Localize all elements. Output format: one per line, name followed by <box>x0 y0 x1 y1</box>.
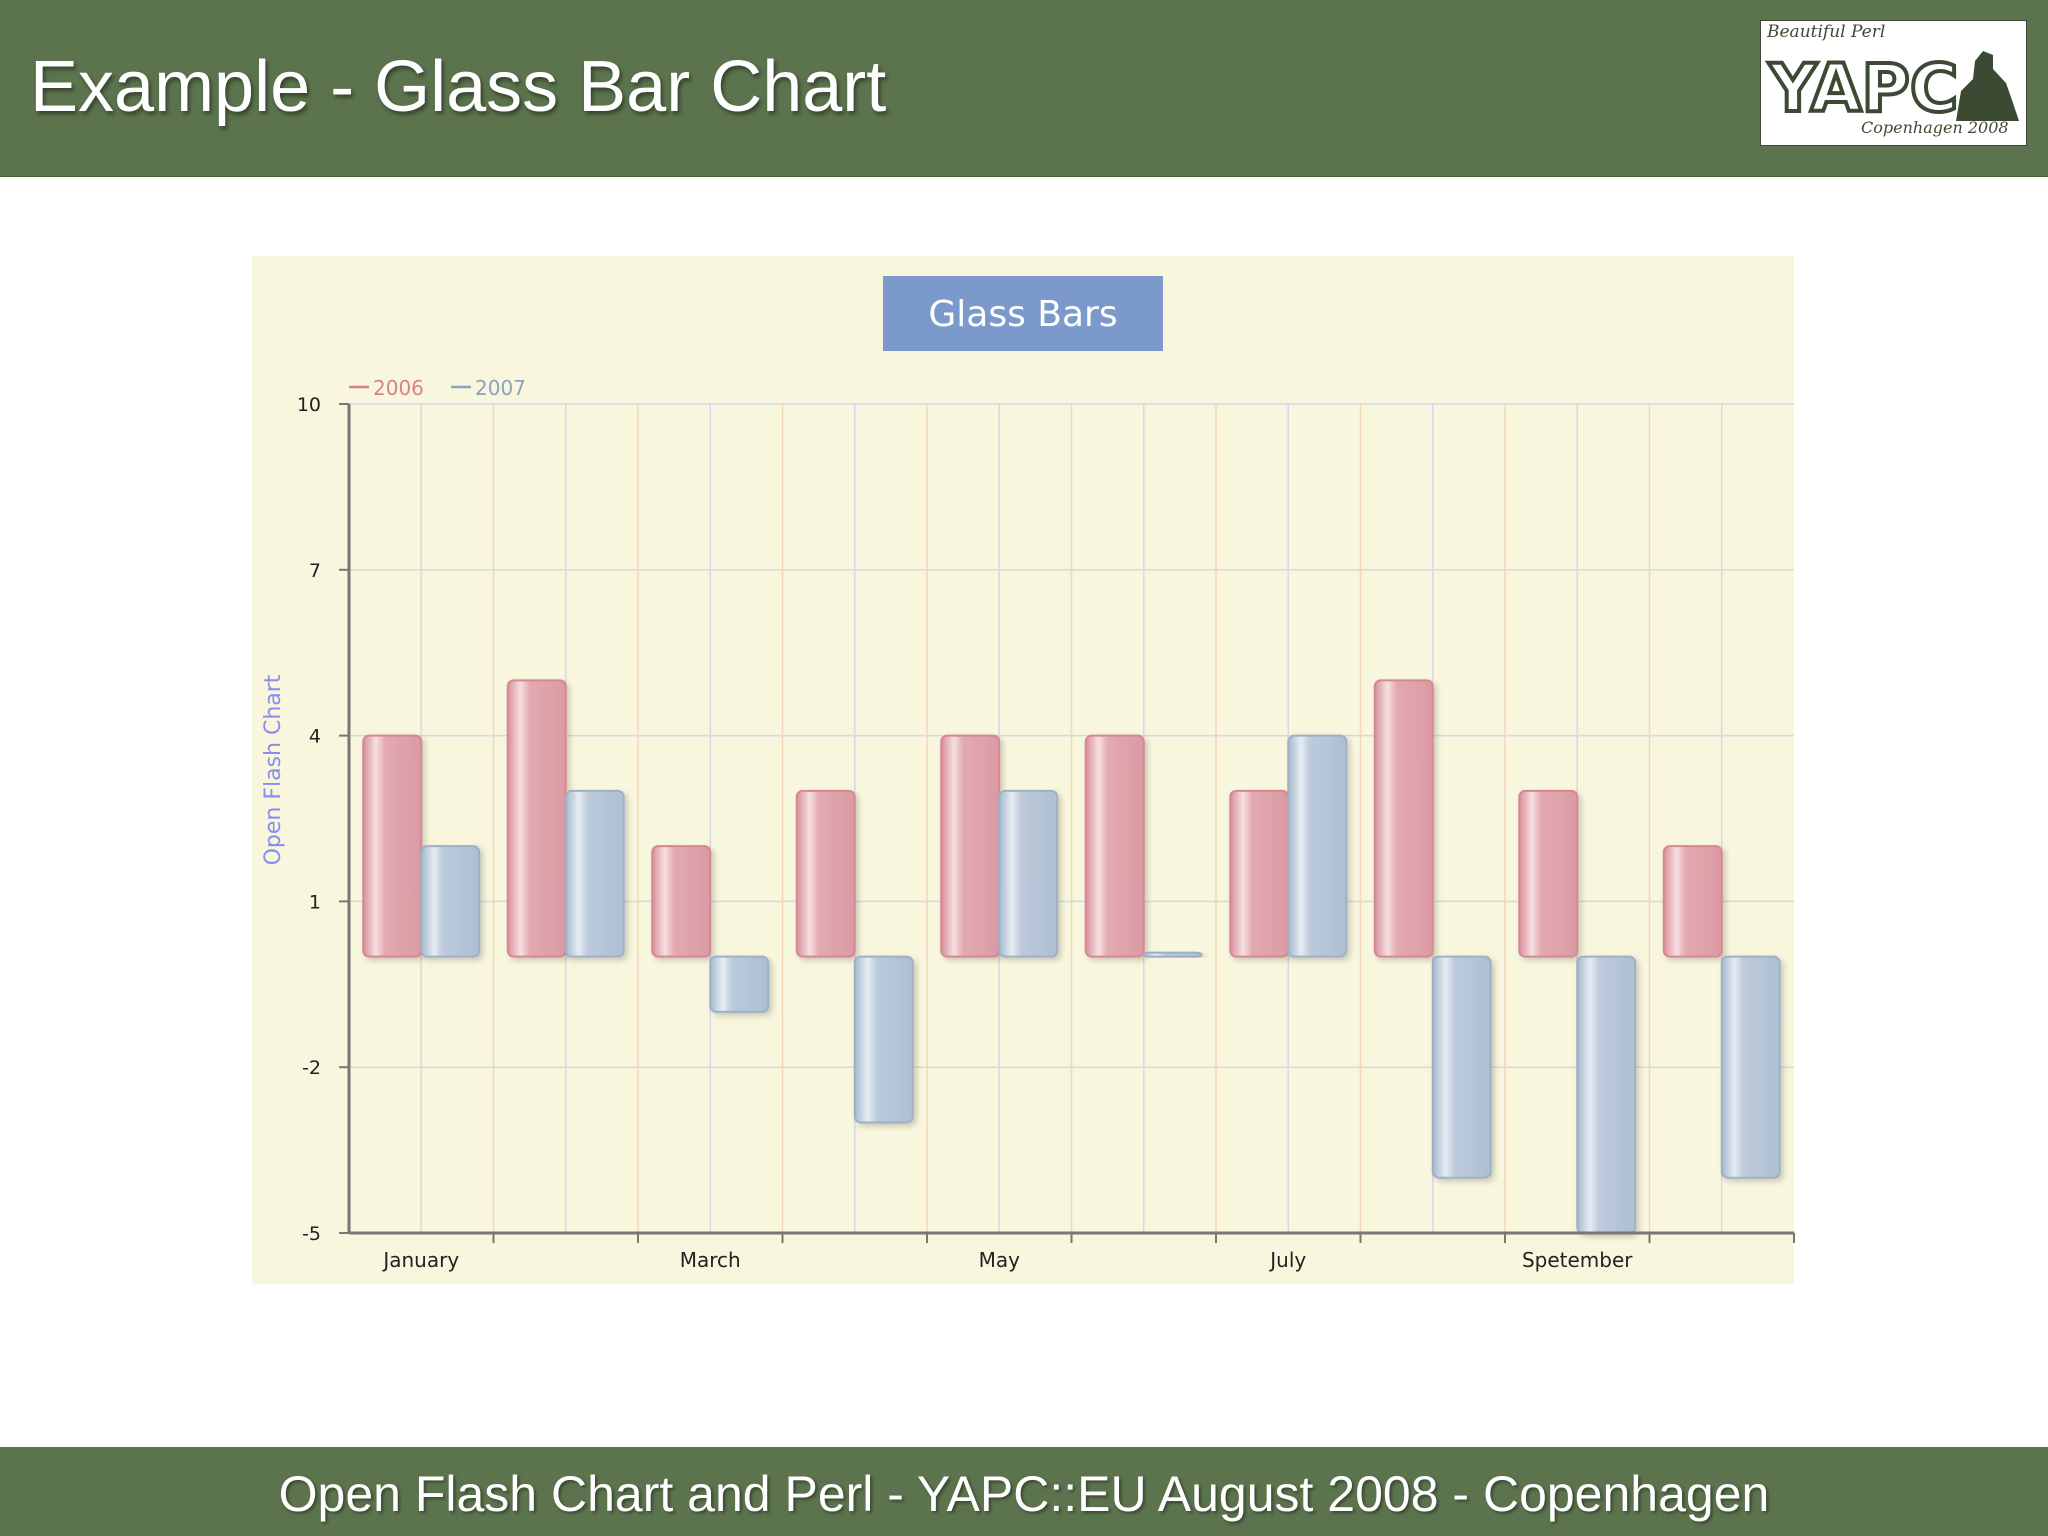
y-axis-label: Open Flash Chart <box>261 674 286 865</box>
bar-2007 <box>1720 955 1781 1179</box>
y-tick-label: 7 <box>309 560 321 582</box>
yapc-logo: Beautiful Perl YAPC Copenhagen 2008 <box>1760 20 2027 146</box>
logo-main-text: YAPC <box>1768 50 1958 127</box>
bar-2007 <box>1142 951 1203 958</box>
slide-footer: Open Flash Chart and Perl - YAPC::EU Aug… <box>0 1447 2048 1536</box>
bar-2006 <box>1662 845 1723 958</box>
bar-2006 <box>506 679 567 958</box>
x-tick-label: July <box>1268 1248 1306 1272</box>
logo-top-text: Beautiful Perl <box>1766 22 1885 42</box>
bar-2007 <box>853 955 914 1124</box>
bar-2007 <box>1431 955 1492 1179</box>
bar-2007 <box>998 789 1059 958</box>
chart-background <box>252 256 1794 1284</box>
labels: 10 7 4 1 -2 -5 January March May July Spetember 200… <box>297 376 1633 1272</box>
x-tick-label: May <box>979 1248 1021 1272</box>
y-tick-label: 4 <box>309 726 321 748</box>
axes <box>339 403 1795 1243</box>
bar-2007 <box>1576 955 1637 1235</box>
y-tick-label: 10 <box>297 394 321 416</box>
bar-2007 <box>564 789 625 958</box>
logo-bottom-text: Copenhagen 2008 <box>1861 118 2009 137</box>
bar-2006 <box>1373 679 1434 958</box>
bar-2006 <box>940 734 1001 958</box>
bar-2006 <box>362 734 423 958</box>
chart-title: Glass Bars <box>928 294 1117 335</box>
bars <box>362 679 1781 1235</box>
chart-title-box <box>883 276 1163 351</box>
glass-bar-chart: 10 7 4 1 -2 -5 January March May July Spetember 200… <box>252 256 1795 1284</box>
bar-2006 <box>1229 789 1290 958</box>
bar-2007 <box>1287 734 1348 958</box>
x-tick-label: January <box>381 1248 459 1272</box>
y-tick-label: -5 <box>302 1223 321 1245</box>
legend-label: 2007 <box>475 376 526 400</box>
bar-2007 <box>709 955 770 1013</box>
footer-text: Open Flash Chart and Perl - YAPC::EU Aug… <box>278 1466 1770 1522</box>
x-tick-label: March <box>680 1248 741 1272</box>
bar-2006 <box>795 789 856 958</box>
yapc-logo-image: Beautiful Perl YAPC Copenhagen 2008 <box>1766 22 2019 137</box>
bar-2007 <box>420 845 481 958</box>
mermaid-statue-icon <box>1956 51 2019 121</box>
x-tick-label: Spetember <box>1522 1248 1633 1272</box>
slide-header: Example - Glass Bar Chart Beautiful Perl… <box>0 0 2048 177</box>
bar-2006 <box>651 845 712 958</box>
y-tick-label: 1 <box>309 891 321 913</box>
y-tick-label: -2 <box>302 1057 321 1079</box>
bar-2006 <box>1518 789 1579 958</box>
legend-label: 2006 <box>373 376 424 400</box>
bar-2006 <box>1084 734 1145 958</box>
slide-title: Example - Glass Bar Chart <box>30 47 887 127</box>
